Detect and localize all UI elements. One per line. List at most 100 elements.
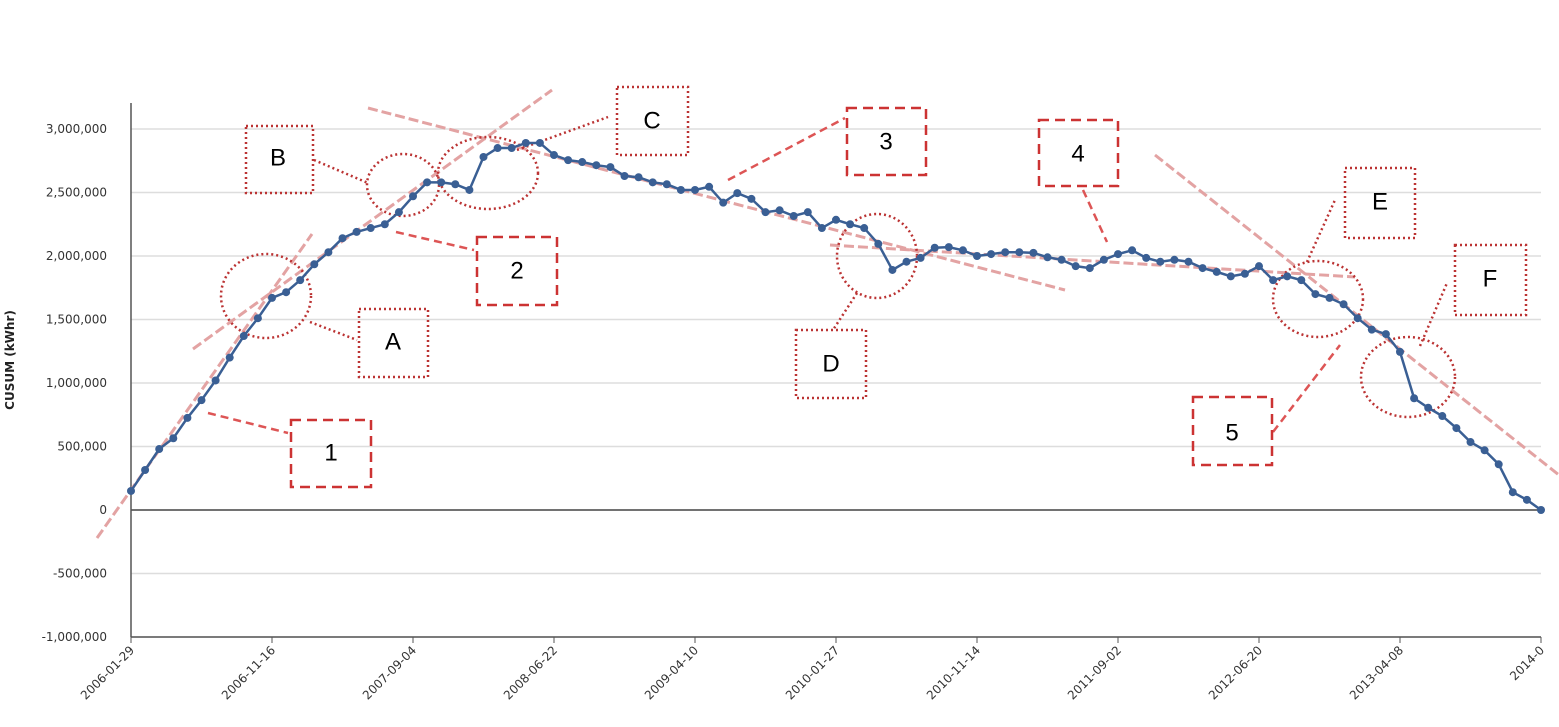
- annotations: 1 2 3 4 5 A B C D E F: [95, 85, 1559, 539]
- point: [423, 178, 432, 187]
- point: [634, 173, 643, 182]
- y-tick-label: 1,000,000: [46, 376, 107, 390]
- connector: [516, 115, 609, 152]
- connector: [207, 411, 289, 435]
- point: [380, 220, 389, 229]
- point: [719, 198, 728, 207]
- y-tick-label: 2,000,000: [46, 249, 107, 263]
- point: [1198, 264, 1207, 273]
- connector: [1418, 282, 1449, 347]
- y-axis-title: CUSUM (kWhr): [3, 310, 17, 410]
- point: [846, 220, 855, 229]
- annotation: 4: [1071, 140, 1084, 167]
- box: [289, 418, 373, 489]
- y-tick-label: 0: [99, 503, 107, 517]
- point: [239, 332, 248, 341]
- point: [507, 144, 516, 153]
- point: [1381, 330, 1390, 339]
- point: [253, 314, 262, 323]
- point: [1184, 257, 1193, 266]
- point: [1269, 276, 1278, 285]
- point: [521, 138, 530, 147]
- point: [1156, 257, 1165, 266]
- x-tick-label: 2014-0: [1507, 643, 1547, 683]
- point: [169, 434, 178, 443]
- point: [296, 276, 305, 285]
- point: [803, 208, 812, 217]
- point: [155, 445, 164, 454]
- point: [394, 208, 403, 217]
- connector: [313, 158, 369, 185]
- point: [564, 156, 573, 165]
- point: [1353, 314, 1362, 323]
- y-tick-label: -500,000: [53, 567, 107, 581]
- annotation: C: [643, 107, 660, 134]
- point: [775, 206, 784, 215]
- trend-line: [192, 88, 553, 351]
- point: [493, 144, 502, 153]
- point: [973, 252, 981, 260]
- point: [1283, 272, 1292, 281]
- point: [1001, 248, 1010, 257]
- x-tick-label: 2010-11-14: [924, 643, 983, 702]
- x-tick-label: 2006-11-16: [219, 643, 278, 702]
- point: [620, 171, 629, 180]
- point: [324, 248, 333, 257]
- ellipse: [1271, 259, 1365, 339]
- point: [592, 161, 601, 170]
- annotation: 5: [1225, 419, 1238, 446]
- point: [648, 178, 657, 187]
- point: [676, 185, 685, 194]
- point: [606, 163, 615, 172]
- point: [1043, 253, 1052, 262]
- box: [615, 85, 690, 157]
- box: [794, 328, 868, 400]
- trend-line: [367, 106, 1066, 292]
- point: [409, 192, 417, 201]
- point: [1537, 506, 1545, 514]
- point: [465, 185, 474, 194]
- point: [930, 243, 939, 252]
- point: [282, 288, 291, 297]
- point: [1522, 495, 1531, 504]
- point: [310, 260, 319, 269]
- point: [225, 353, 234, 362]
- point: [451, 180, 460, 189]
- box: [1037, 118, 1120, 188]
- point: [662, 180, 671, 189]
- point: [1466, 438, 1475, 447]
- point: [1424, 403, 1433, 412]
- y-tick-label: 2,500,000: [46, 186, 107, 200]
- point: [1099, 255, 1108, 264]
- x-tick-label: 2009-04-10: [642, 643, 701, 702]
- y-tick-label: -1,000,000: [42, 630, 107, 644]
- point: [1170, 255, 1179, 264]
- point: [1452, 424, 1461, 433]
- point: [183, 413, 192, 422]
- point: [1494, 460, 1503, 469]
- annotation: A: [385, 328, 401, 355]
- point: [1057, 255, 1066, 264]
- point: [338, 234, 347, 243]
- point: [1508, 488, 1517, 497]
- point: [1029, 248, 1038, 257]
- point: [888, 265, 897, 274]
- point: [691, 185, 699, 194]
- point: [1480, 446, 1489, 455]
- point: [1071, 262, 1080, 271]
- box: [1343, 166, 1417, 240]
- y-tick-label: 500,000: [57, 440, 107, 454]
- point: [1410, 394, 1419, 403]
- annotation: D: [822, 350, 839, 377]
- annotation: 1: [324, 439, 337, 466]
- point: [211, 376, 220, 385]
- point: [1325, 293, 1334, 302]
- connector: [1081, 189, 1109, 243]
- x-tick-label: 2012-06-20: [1206, 643, 1265, 702]
- box: [475, 235, 559, 307]
- connector: [1272, 344, 1341, 433]
- series-line: [129, 141, 1542, 512]
- point: [1297, 276, 1306, 285]
- point: [1240, 269, 1249, 278]
